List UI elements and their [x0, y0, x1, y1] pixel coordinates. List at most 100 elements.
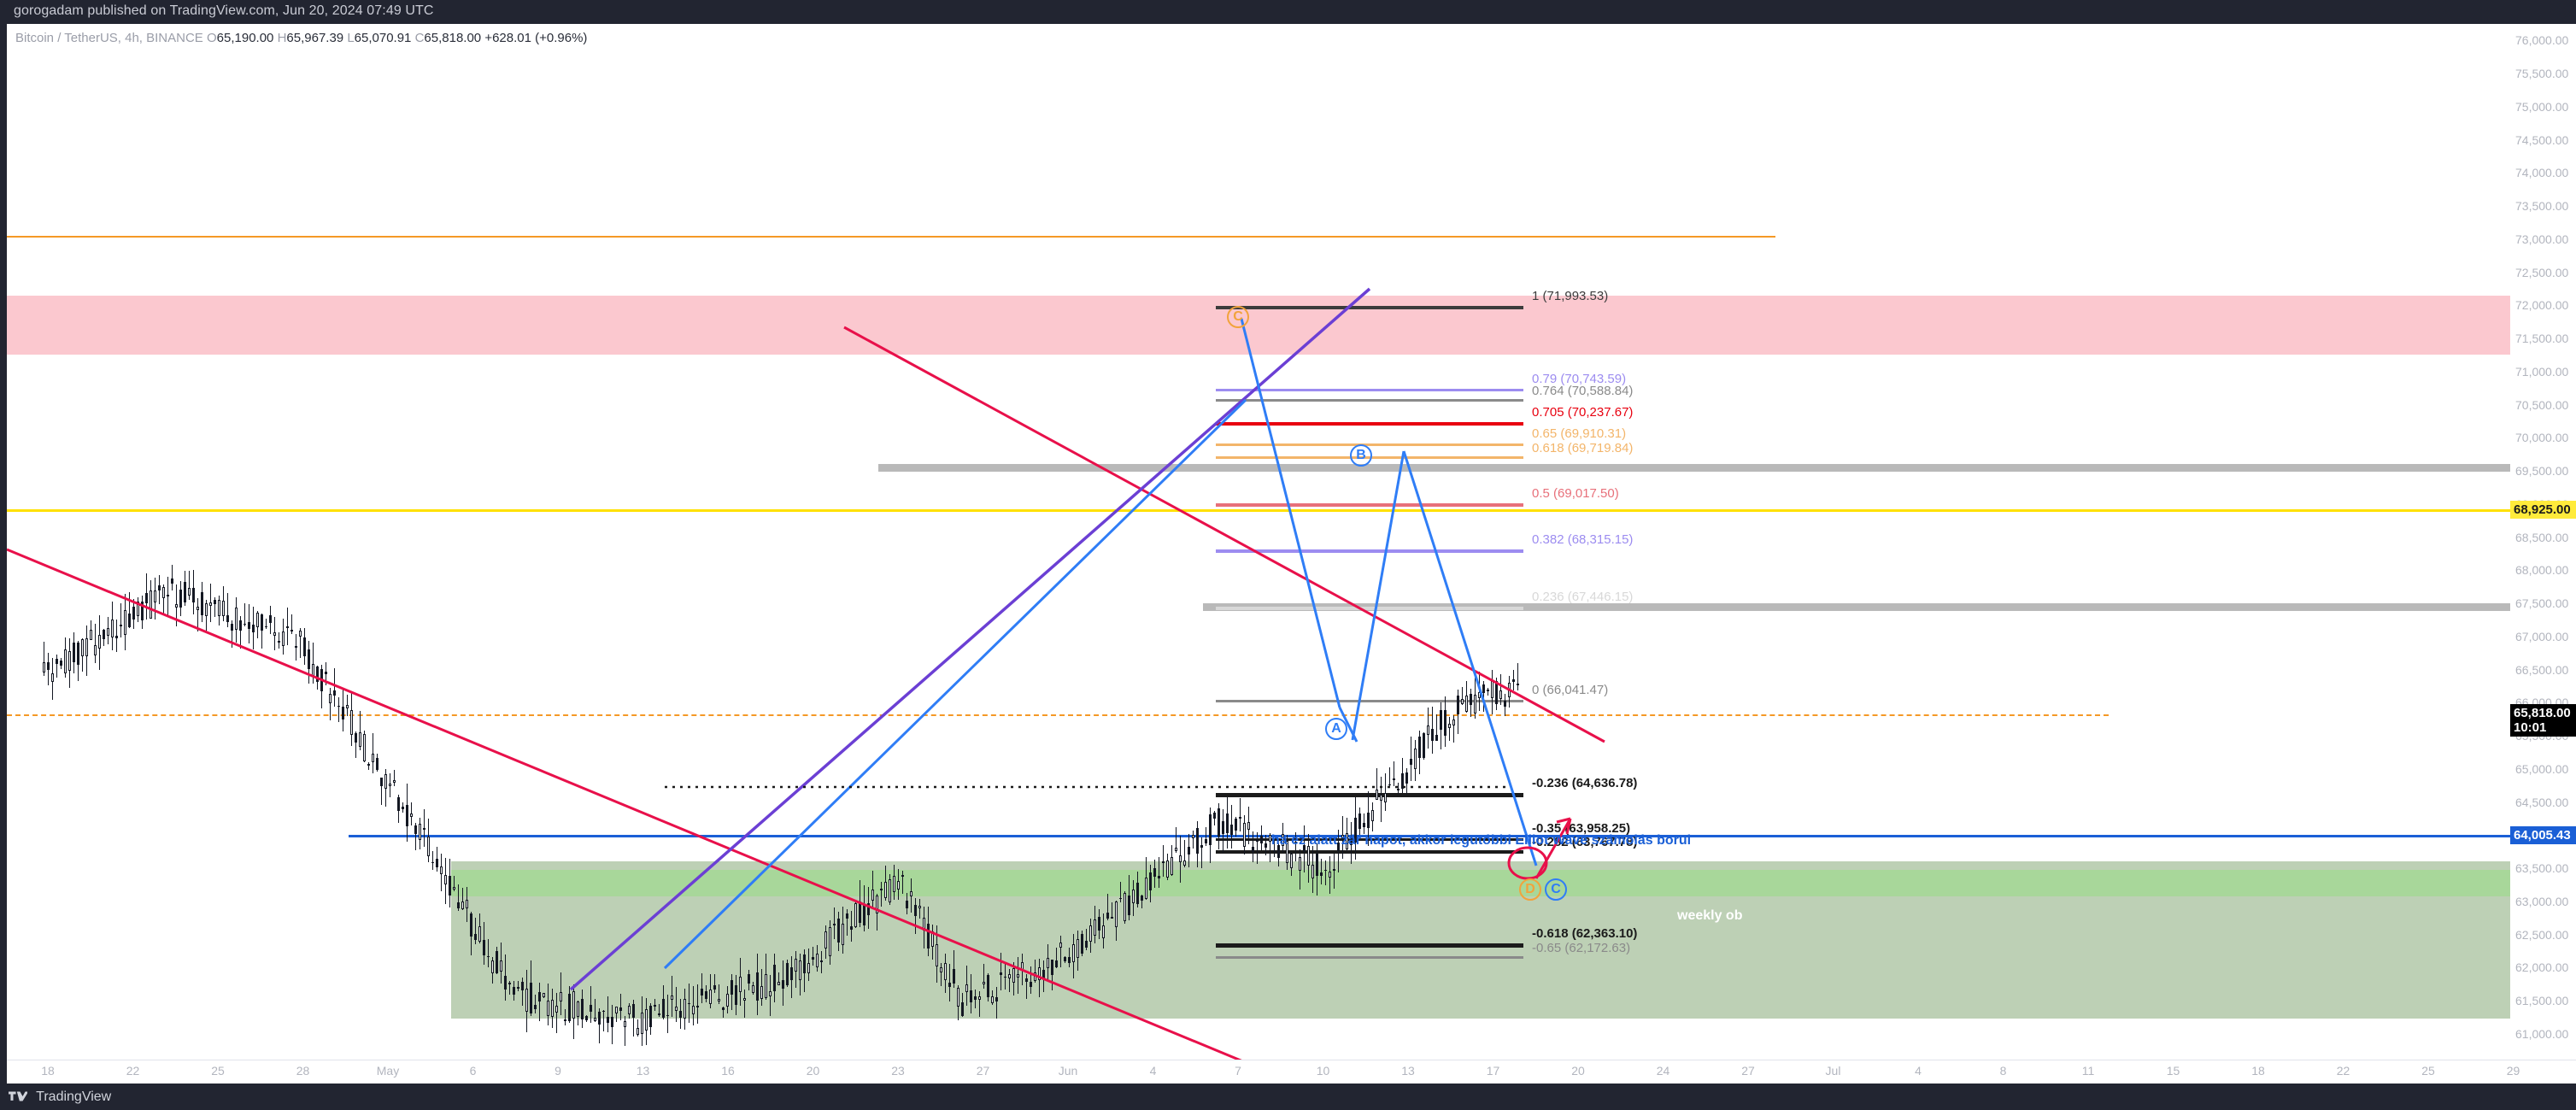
candle-wick: [1334, 854, 1335, 890]
price-tick: 76,000.00: [2515, 33, 2569, 48]
candle-body: [1042, 969, 1045, 979]
candle-body: [722, 1007, 725, 1010]
candle-body: [735, 984, 737, 1006]
candle-wick: [1240, 798, 1241, 832]
price-tick: 62,000.00: [2515, 960, 2569, 975]
candle-body: [474, 934, 477, 941]
chart-legend[interactable]: Bitcoin / TetherUS, 4h, BINANCE O65,190.…: [15, 31, 587, 45]
candle-body: [1401, 772, 1404, 789]
candle-body: [1158, 875, 1160, 879]
candle-body: [436, 858, 438, 868]
fib-label--0_236: -0.236 (64,636.78): [1532, 776, 1638, 791]
price-label-last[interactable]: 65,818.00 10:01: [2510, 704, 2576, 737]
candle-body: [807, 962, 810, 974]
price-tick: 69,500.00: [2515, 464, 2569, 479]
time-tick: 6: [469, 1064, 477, 1078]
candle-wick: [338, 696, 339, 723]
candle-body: [555, 1006, 558, 1013]
time-tick: 4: [1915, 1064, 1922, 1078]
price-tick: 62,500.00: [2515, 927, 2569, 942]
candle-body: [218, 599, 220, 616]
candle-body: [833, 923, 836, 926]
candle-body: [914, 905, 917, 916]
time-tick: 10: [1316, 1064, 1330, 1078]
candle-body: [1055, 960, 1058, 968]
candle-body: [248, 621, 250, 630]
legend-change: +628.01 (+0.96%): [484, 31, 588, 45]
candle-body: [594, 1017, 596, 1021]
candle-body: [346, 705, 349, 708]
price-label-yellow[interactable]: 68,925.00: [2510, 500, 2576, 519]
candle-body: [1478, 692, 1481, 699]
price-label-blue[interactable]: 64,005.43: [2510, 825, 2576, 844]
chart-pane[interactable]: Bitcoin / TetherUS, 4h, BINANCE O65,190.…: [7, 24, 2510, 1084]
candle-wick: [697, 984, 698, 1025]
candle-body: [290, 630, 293, 632]
legend-symbol[interactable]: Bitcoin / TetherUS, 4h, BINANCE: [15, 31, 203, 45]
candle-body: [1119, 897, 1122, 899]
price-tick: 70,000.00: [2515, 431, 2569, 445]
candle-body: [1222, 820, 1224, 834]
candle-body: [1179, 855, 1182, 863]
legend-close-value: 65,818.00: [424, 31, 482, 45]
candle-body: [1427, 725, 1429, 735]
fib-label--0_65: -0.65 (62,172.63): [1532, 940, 1631, 955]
price-tick: 61,000.00: [2515, 1026, 2569, 1041]
candle-body: [449, 876, 451, 896]
candle-body: [824, 931, 827, 948]
candle-body: [384, 774, 387, 790]
time-tick: 27: [1741, 1064, 1755, 1078]
candle-body: [1077, 939, 1079, 959]
candle-body: [393, 779, 396, 783]
candle-body: [901, 874, 904, 877]
time-tick: Jul: [1825, 1064, 1841, 1078]
candle-body: [889, 879, 891, 903]
price-tick: 74,500.00: [2515, 132, 2569, 147]
legend-high-value: 65,967.39: [286, 31, 344, 45]
candle-body: [410, 813, 413, 818]
candle-body: [1136, 883, 1139, 904]
price-axis[interactable]: 76,000.00 75,500.00 75,000.00 74,500.00 74,0…: [2510, 24, 2576, 1084]
candle-body: [598, 1011, 601, 1025]
candle-body: [239, 620, 242, 631]
time-tick: 25: [211, 1064, 225, 1078]
candle-body: [504, 975, 507, 990]
candle-body: [884, 882, 887, 899]
candle-body: [85, 637, 88, 657]
candle-body: [1482, 684, 1485, 693]
candle-body: [312, 663, 314, 676]
time-tick: 18: [2251, 1064, 2265, 1078]
candle-body: [423, 828, 425, 831]
candle-body: [1132, 890, 1135, 903]
candle-body: [235, 607, 238, 631]
candle-body: [124, 610, 126, 636]
candle-body: [1004, 976, 1006, 978]
candle-body: [150, 590, 152, 619]
price-tick: 68,500.00: [2515, 530, 2569, 544]
candle-body: [244, 623, 246, 625]
candle-body: [1141, 896, 1143, 902]
price-tick: 68,000.00: [2515, 563, 2569, 578]
candle-body: [1171, 857, 1173, 876]
candle-body: [162, 587, 165, 598]
candle-body: [1081, 933, 1083, 954]
candle-body: [850, 925, 853, 930]
candle-body: [1273, 849, 1276, 852]
candle-body: [1448, 724, 1451, 728]
candle-body: [795, 959, 797, 972]
candle-body: [611, 1017, 613, 1027]
candle-body: [940, 966, 942, 973]
time-axis[interactable]: 18 22 25 28 May 6 9 13 16 20 23 27 Jun 4 7 10 13 17 20 24 27…: [7, 1060, 2576, 1084]
candle-body: [261, 614, 263, 631]
candle-body: [1030, 981, 1032, 988]
candle-body: [1358, 813, 1361, 829]
candle-body: [628, 1006, 631, 1014]
candle-wick: [983, 963, 984, 990]
candle-body: [1414, 748, 1417, 769]
candle-body: [743, 998, 746, 1001]
candle-body: [1098, 916, 1100, 931]
candle-body: [739, 976, 742, 993]
candle-body: [64, 649, 67, 674]
candle-body: [829, 926, 831, 956]
